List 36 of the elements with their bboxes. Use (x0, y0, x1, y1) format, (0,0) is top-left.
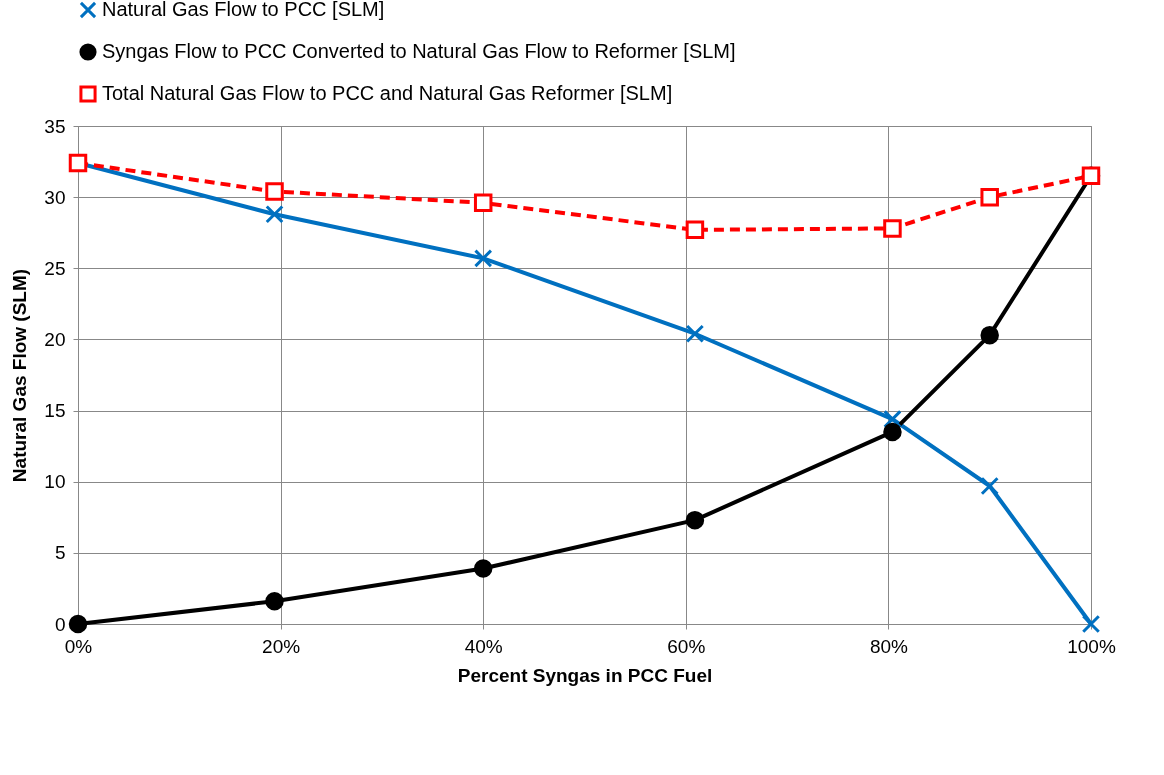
x-tick-label: 80% (869, 635, 909, 657)
point (685, 220, 705, 240)
point (473, 193, 493, 213)
y-tick-label: 5 (54, 542, 66, 564)
point (685, 324, 705, 343)
point (883, 219, 902, 238)
y-tick-label: 10 (44, 471, 66, 493)
point (473, 559, 493, 578)
x-tick-label: 100% (1067, 635, 1116, 657)
legend-label: Total Natural Gas Flow to PCC and Natural Gas Reformer [SLM] (102, 82, 673, 104)
point (265, 204, 284, 224)
x-tick-label: 60% (667, 635, 706, 657)
legend-label: Natural Gas Flow to PCC [SLM] (102, 0, 385, 20)
x-tick-label: 20% (262, 635, 301, 657)
point (265, 592, 284, 611)
point (265, 182, 284, 201)
point (980, 325, 999, 345)
y-tick-label: 30 (44, 186, 66, 208)
point (1081, 614, 1101, 634)
point (473, 249, 493, 268)
y-tick-label: 20 (44, 328, 66, 350)
point (68, 614, 88, 634)
point (883, 409, 902, 429)
point (980, 187, 999, 207)
x-tick-label: 40% (464, 635, 503, 657)
point (883, 422, 902, 442)
x-axis-title: Percent Syngas in PCC Fuel (457, 664, 713, 686)
y-tick-label: 25 (44, 257, 66, 279)
point (685, 510, 705, 530)
y-axis-title: Natural Gas Flow (SLM) (9, 268, 31, 483)
y-tick-label: 15 (44, 400, 66, 422)
point (980, 476, 999, 496)
x-tick-label: 0% (64, 635, 93, 657)
y-tick-label: 0 (54, 613, 66, 635)
y-tick-label: 35 (44, 115, 66, 137)
legend-label: Syngas Flow to PCC Converted to Natural Gas Flow to Reformer [SLM] (102, 40, 736, 62)
